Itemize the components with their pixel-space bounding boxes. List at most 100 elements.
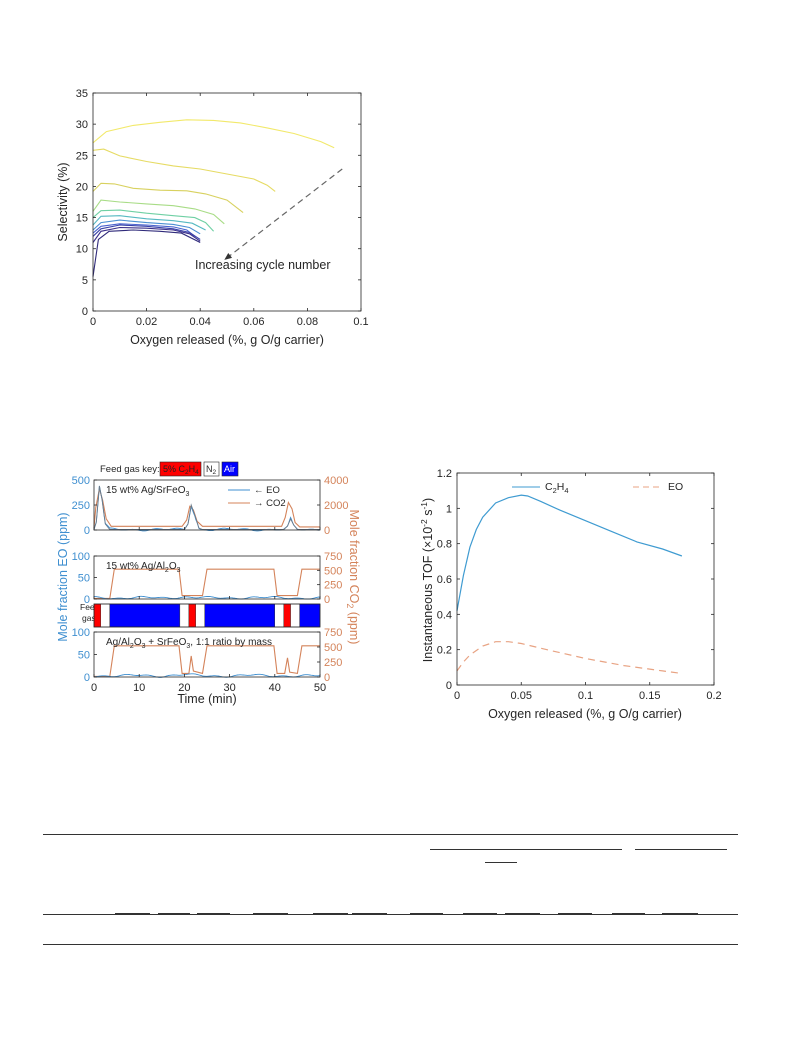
time-x-tick-label: 0 <box>91 682 97 694</box>
sel-y-tick-label: 10 <box>76 244 88 256</box>
tof-y-tick-label: 1 <box>446 503 452 515</box>
table-top-rule <box>43 834 738 835</box>
sel-y-tick-label: 5 <box>82 275 88 287</box>
co2-series <box>93 488 320 528</box>
feed-segment-n2 <box>195 603 205 628</box>
time-x-tick-label: 20 <box>178 682 190 694</box>
eo-series-alt <box>93 485 320 530</box>
table-header-rule-1 <box>430 849 622 850</box>
table-header-rule-2 <box>635 849 727 850</box>
selectivity-series-2 <box>92 182 244 214</box>
eo-tick-label: 50 <box>78 573 90 585</box>
tof-x-tick-label: 0 <box>454 690 460 702</box>
eo-axis-label: Mole fraction EO (ppm) <box>56 512 70 641</box>
co2-tick-label: 4000 <box>324 475 348 487</box>
time-x-tick-label: 30 <box>223 682 235 694</box>
time-panel-0: 0 250 500 0 2000 4000 15 wt% Ag/SrFeO3 ← EO → CO… <box>72 475 349 537</box>
tof-x-tick-label: 0.2 <box>706 690 721 702</box>
time-x-tick-label: 50 <box>314 682 326 694</box>
eo-series <box>94 595 321 600</box>
key-c2h4-swatch <box>159 461 202 477</box>
co2-tick-label: 0 <box>324 525 330 537</box>
cycle-arrow-shaft <box>223 168 343 261</box>
feed-segment-c2h4 <box>188 603 196 628</box>
feed-segment-air <box>204 603 276 628</box>
tof-y-tick-label: 0.2 <box>437 645 452 657</box>
co2-axis-label: Mole fraction CO2 (ppm) <box>345 510 361 645</box>
selectivity-series-5 <box>92 215 206 231</box>
selectivity-x-axis-label: Oxygen released (%, g O/g carrier) <box>130 333 324 347</box>
co2-tick-label: 250 <box>324 657 342 669</box>
feed-segment-c2h4 <box>283 603 291 628</box>
co2-tick-label: 500 <box>324 565 342 577</box>
co2-tick-label: 500 <box>324 642 342 654</box>
time-x-tick-label: 10 <box>133 682 145 694</box>
eo-series <box>94 673 321 678</box>
co2-tick-label: 0 <box>324 594 330 606</box>
key-n2-swatch <box>203 461 220 477</box>
legend-co2-label: → CO2 <box>254 498 286 509</box>
table-subrule <box>410 913 443 914</box>
feed-label-line2: gas: <box>82 613 98 623</box>
tof-plot-frame <box>456 472 715 686</box>
eo-tick-label: 100 <box>72 627 90 639</box>
tof-y-tick-label: 0 <box>446 680 452 692</box>
co2-tick-label: 750 <box>324 627 342 639</box>
sel-x-tick-label: 0 <box>90 316 96 328</box>
co2-tick-label: 250 <box>324 580 342 592</box>
cycle-number-annotation: Increasing cycle number <box>195 258 330 272</box>
selectivity-series-4 <box>92 209 215 232</box>
sel-x-tick-label: 0.1 <box>353 316 368 328</box>
feed-segment-n2 <box>274 603 285 628</box>
sel-y-tick-label: 15 <box>76 213 88 225</box>
key-air-swatch <box>221 461 239 477</box>
tof-x-tick-label: 0.1 <box>578 690 593 702</box>
legend-eo-label: ← EO <box>254 485 280 496</box>
co2-tick-label: 0 <box>324 672 330 684</box>
time-panel-title: 15 wt% Ag/Al2O3 <box>106 561 181 574</box>
key-air-label: Air <box>224 464 235 474</box>
eo-tick-label: 0 <box>84 525 90 537</box>
sel-y-tick-label: 25 <box>76 150 88 162</box>
feed-bar-frame <box>93 603 321 628</box>
sel-x-tick-label: 0.02 <box>136 316 157 328</box>
table-header-rule-3 <box>485 862 517 863</box>
feed-segment-n2 <box>179 603 190 628</box>
time-panel-frame <box>93 631 321 678</box>
table-header-bottom-rule <box>43 914 738 915</box>
cycle-arrow-head <box>224 252 233 260</box>
sel-x-tick-label: 0.04 <box>189 316 210 328</box>
time-x-tick-label: 40 <box>269 682 281 694</box>
sel-y-tick-label: 20 <box>76 181 88 193</box>
selectivity-series-6 <box>92 219 201 235</box>
eo-series <box>93 485 321 532</box>
tof-x-axis-label: Oxygen released (%, g O/g carrier) <box>488 707 682 721</box>
tof-x-tick-label: 0.05 <box>511 690 532 702</box>
sel-y-tick-label: 30 <box>76 119 88 131</box>
time-panel-title: 15 wt% Ag/SrFeO3 <box>106 485 189 498</box>
co2-series <box>94 645 320 677</box>
table-subrule <box>662 913 698 914</box>
eo-tick-label: 100 <box>72 551 90 563</box>
time-panel-1: 0 50 100 0 250 500 750 15 wt% Ag/Al2O3 <box>72 551 343 606</box>
time-panel-frame <box>93 555 321 600</box>
eo-tick-label: 0 <box>84 672 90 684</box>
tof-y-axis-label: Instantaneous TOF (×10-2 s-1) <box>419 498 435 662</box>
table-subrule <box>197 913 230 914</box>
feed-gas-key-title: Feed gas key: <box>100 464 160 475</box>
table-subrule <box>558 913 592 914</box>
sel-x-tick-label: 0.08 <box>297 316 318 328</box>
eo-tick-label: 250 <box>72 500 90 512</box>
key-n2-label: N2 <box>206 464 217 476</box>
selectivity-series-10 <box>92 229 201 277</box>
time-axis-label: Time (min) <box>177 692 236 706</box>
time-panel-frame <box>93 479 321 531</box>
table-subrule <box>612 913 645 914</box>
feed-segment-c2h4 <box>93 603 101 628</box>
eo-tick-label: 500 <box>72 475 90 487</box>
tof-y-tick-label: 0.8 <box>437 539 452 551</box>
selectivity-series-7 <box>92 223 196 237</box>
time-panel-title: Ag/Al2O3 + SrFeO3, 1:1 ratio by mass <box>106 637 272 650</box>
